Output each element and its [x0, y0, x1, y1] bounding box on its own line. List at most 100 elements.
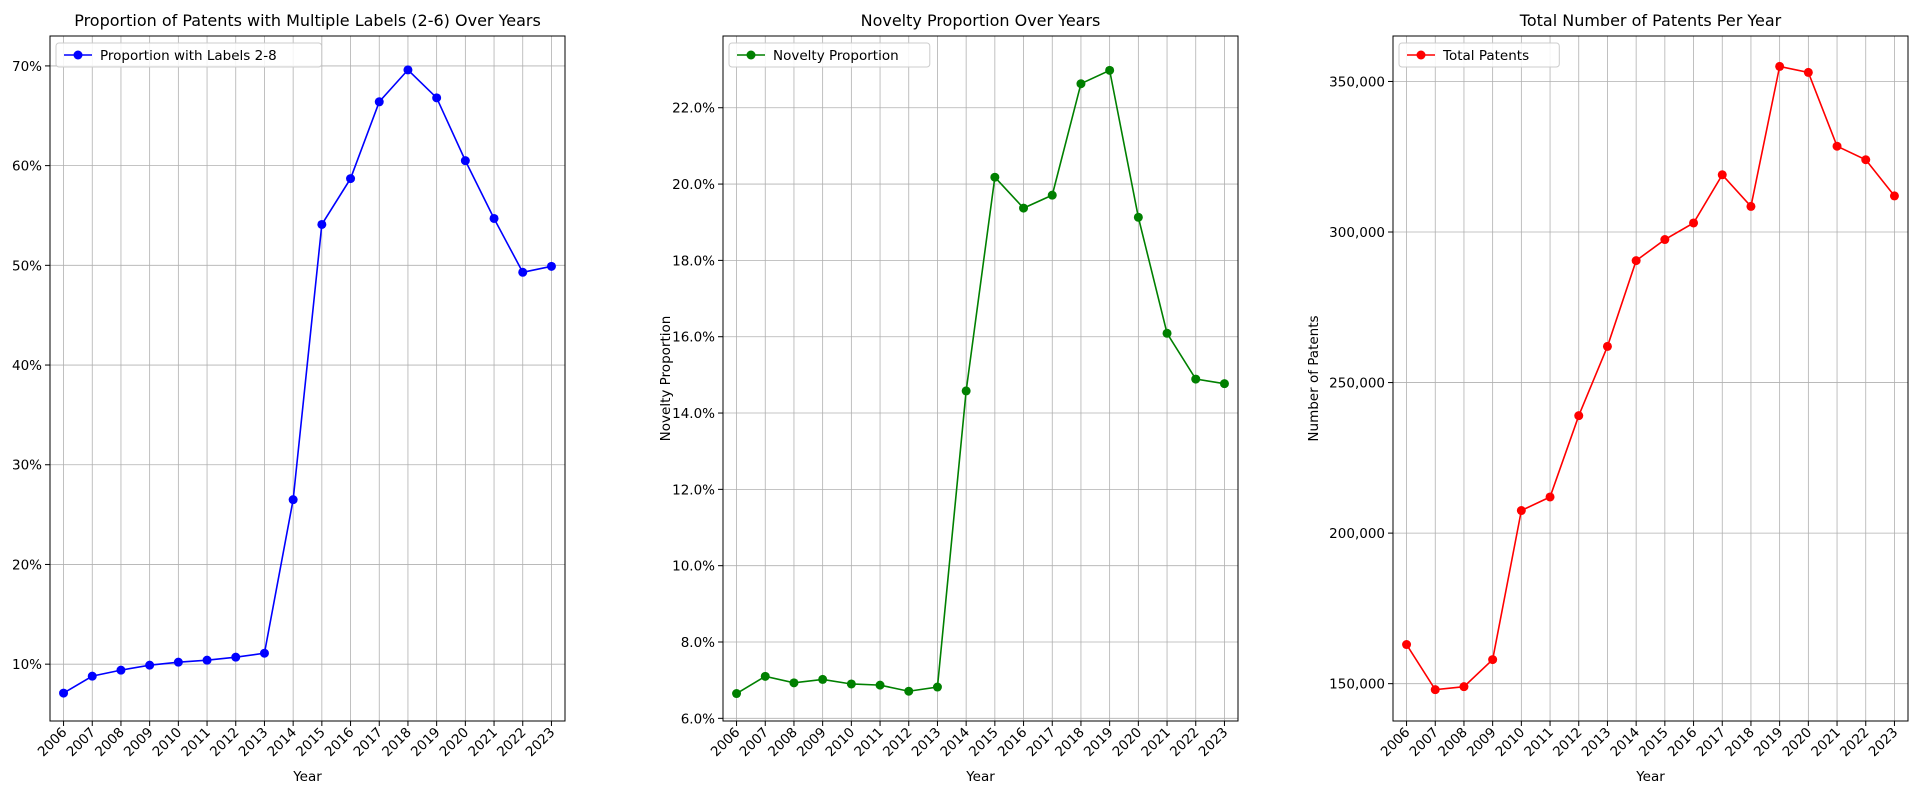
data-point — [1163, 329, 1172, 338]
y-tick-label: 14.0% — [672, 406, 715, 422]
data-point — [145, 661, 154, 670]
y-axis-label: Number of Patents — [1306, 315, 1322, 441]
data-point — [317, 220, 326, 229]
x-tick-label: 2009 — [794, 725, 830, 761]
data-point — [789, 678, 798, 687]
x-tick-label: 2023 — [1866, 725, 1902, 761]
x-axis-label: Year — [1635, 769, 1665, 785]
x-tick-label: 2011 — [851, 725, 887, 761]
x-tick-label: 2009 — [121, 725, 157, 761]
y-tick-label: 20.0% — [672, 177, 715, 193]
y-tick-label: 60% — [12, 159, 42, 175]
x-tick-label: 2015 — [1636, 725, 1672, 761]
data-point — [1459, 682, 1468, 691]
chart-title: Total Number of Patents Per Year — [1519, 11, 1782, 30]
x-tick-label: 2021 — [1808, 725, 1844, 761]
x-tick-label: 2011 — [1521, 725, 1557, 761]
data-point — [1517, 506, 1526, 515]
data-point — [847, 679, 856, 688]
x-tick-label: 2008 — [1435, 725, 1471, 761]
x-tick-label: 2012 — [880, 725, 916, 761]
data-point — [1833, 142, 1842, 151]
x-tick-label: 2008 — [92, 725, 128, 761]
x-tick-label: 2014 — [937, 725, 973, 761]
x-tick-label: 2007 — [1406, 725, 1442, 761]
data-point — [432, 93, 441, 102]
x-tick-label: 2023 — [1196, 725, 1232, 761]
legend-label: Proportion with Labels 2-8 — [100, 48, 277, 64]
data-point — [547, 262, 556, 271]
y-tick-label: 350,000 — [1329, 74, 1385, 90]
x-tick-label: 2023 — [523, 725, 559, 761]
x-tick-label: 2014 — [1607, 725, 1643, 761]
data-point — [962, 386, 971, 395]
y-tick-label: 10% — [12, 657, 42, 673]
data-point — [59, 689, 68, 698]
data-point — [1804, 68, 1813, 77]
y-tick-label: 50% — [12, 258, 42, 274]
y-tick-label: 8.0% — [681, 635, 715, 651]
data-point — [904, 687, 913, 696]
x-tick-label: 2010 — [823, 725, 859, 761]
data-point — [1191, 375, 1200, 384]
x-tick-label: 2015 — [966, 725, 1002, 761]
plot-frame — [1393, 36, 1908, 721]
y-tick-label: 10.0% — [672, 559, 715, 575]
chart-panel-multilabel-proportion: 2006200720082009201020112012201320142015… — [12, 11, 565, 785]
data-point — [490, 214, 499, 223]
y-tick-label: 12.0% — [672, 482, 715, 498]
legend-marker — [1417, 51, 1426, 60]
data-point — [990, 173, 999, 182]
x-tick-label: 2006 — [1378, 725, 1414, 761]
x-tick-label: 2006 — [35, 725, 71, 761]
x-tick-label: 2021 — [1138, 725, 1174, 761]
x-tick-label: 2016 — [1665, 725, 1701, 761]
data-point — [1220, 379, 1229, 388]
x-tick-label: 2017 — [350, 725, 386, 761]
data-point — [1746, 202, 1755, 211]
data-point — [1134, 213, 1143, 222]
data-point — [1689, 218, 1698, 227]
legend-label: Total Patents — [1442, 48, 1529, 64]
data-point — [346, 174, 355, 183]
x-tick-label: 2019 — [1081, 725, 1117, 761]
data-point — [761, 672, 770, 681]
x-axis-label: Year — [965, 769, 995, 785]
y-tick-label: 20% — [12, 557, 42, 573]
x-tick-label: 2007 — [63, 725, 99, 761]
chart-panel-novelty-proportion: 2006200720082009201020112012201320142015… — [658, 11, 1238, 785]
data-point — [1048, 191, 1057, 200]
data-point — [88, 672, 97, 681]
y-tick-label: 70% — [12, 59, 42, 75]
data-point — [1603, 342, 1612, 351]
data-point — [403, 65, 412, 74]
data-point — [1402, 640, 1411, 649]
y-tick-label: 16.0% — [672, 330, 715, 346]
data-point — [732, 689, 741, 698]
series-line-total-patents — [1407, 66, 1895, 689]
x-tick-label: 2010 — [150, 725, 186, 761]
plot-frame — [50, 36, 565, 721]
x-tick-label: 2022 — [494, 725, 530, 761]
x-tick-label: 2017 — [1693, 725, 1729, 761]
legend-label: Novelty Proportion — [773, 48, 899, 64]
y-tick-label: 300,000 — [1329, 225, 1385, 241]
x-tick-label: 2013 — [236, 725, 272, 761]
data-point — [1718, 170, 1727, 179]
x-tick-label: 2021 — [465, 725, 501, 761]
x-tick-label: 2013 — [1579, 725, 1615, 761]
x-tick-label: 2010 — [1493, 725, 1529, 761]
x-tick-label: 2016 — [322, 725, 358, 761]
data-point — [1574, 411, 1583, 420]
chart-panel-total-patents: 2006200720082009201020112012201320142015… — [1306, 11, 1908, 785]
x-tick-label: 2020 — [1780, 725, 1816, 761]
data-point — [203, 656, 212, 665]
plot-frame — [723, 36, 1238, 721]
x-axis-label: Year — [292, 769, 322, 785]
data-point — [1488, 655, 1497, 664]
x-tick-label: 2012 — [207, 725, 243, 761]
x-tick-label: 2017 — [1023, 725, 1059, 761]
series-line-novelty — [737, 70, 1225, 693]
x-tick-label: 2022 — [1167, 725, 1203, 761]
x-tick-label: 2012 — [1550, 725, 1586, 761]
